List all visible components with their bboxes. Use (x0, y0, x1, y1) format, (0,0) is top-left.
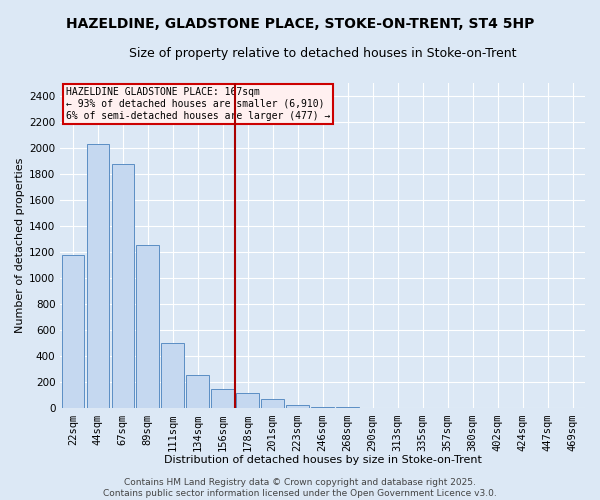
Bar (161, 344, 184, 408)
Bar (211, 389, 234, 408)
Bar (136, 246, 159, 408)
Bar (262, 398, 284, 408)
Bar (112, 164, 134, 408)
Bar (311, 406, 334, 408)
X-axis label: Distribution of detached houses by size in Stoke-on-Trent: Distribution of detached houses by size … (164, 455, 482, 465)
Bar (286, 405, 309, 408)
Bar (337, 407, 359, 408)
Title: Size of property relative to detached houses in Stoke-on-Trent: Size of property relative to detached ho… (129, 48, 517, 60)
Bar (236, 393, 259, 408)
Bar (86, 144, 109, 408)
Bar (187, 374, 209, 408)
Y-axis label: Number of detached properties: Number of detached properties (15, 158, 25, 333)
Text: HAZELDINE GLADSTONE PLACE: 167sqm
← 93% of detached houses are smaller (6,910)
6: HAZELDINE GLADSTONE PLACE: 167sqm ← 93% … (65, 88, 330, 120)
Bar (62, 256, 84, 408)
Text: HAZELDINE, GLADSTONE PLACE, STOKE-ON-TRENT, ST4 5HP: HAZELDINE, GLADSTONE PLACE, STOKE-ON-TRE… (66, 18, 534, 32)
Text: Contains HM Land Registry data © Crown copyright and database right 2025.
Contai: Contains HM Land Registry data © Crown c… (103, 478, 497, 498)
